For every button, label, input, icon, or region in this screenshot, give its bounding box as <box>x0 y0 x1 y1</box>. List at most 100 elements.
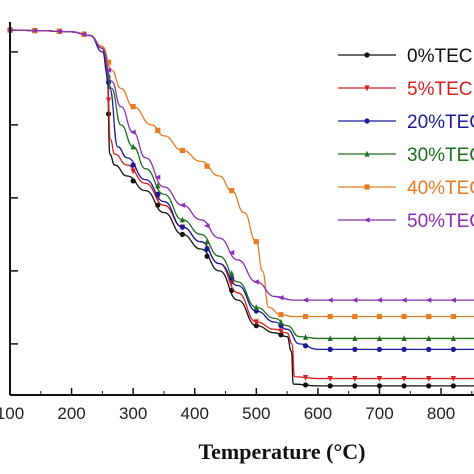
data-point <box>352 383 358 389</box>
data-point <box>376 297 383 303</box>
data-point <box>376 346 383 352</box>
data-point <box>302 297 309 303</box>
x-tick-label: 200 <box>57 404 85 423</box>
x-tick-label: 800 <box>427 404 455 423</box>
data-point <box>426 335 432 342</box>
data-point <box>352 346 358 352</box>
data-point <box>278 312 284 318</box>
data-point <box>450 346 456 352</box>
legend: 0%TEC 5%TEC 20%TEC 30%TEC 40%TEC 50%TEC <box>338 46 474 232</box>
legend-item: 20%TEC <box>338 112 474 133</box>
data-point <box>130 104 136 110</box>
series-line <box>9 29 474 301</box>
legend-label: 30%TEC <box>407 145 474 166</box>
data-point <box>204 253 210 259</box>
x-axis-title: Temperature (°C) <box>198 439 365 464</box>
series-group <box>6 26 474 389</box>
series-line <box>9 29 474 318</box>
data-point <box>253 323 259 329</box>
data-point <box>204 238 210 245</box>
data-point <box>302 313 309 320</box>
data-point <box>401 383 407 389</box>
data-point <box>179 231 186 237</box>
data-point <box>376 313 383 320</box>
data-point <box>327 335 333 342</box>
legend-label: 5%TEC <box>407 79 472 100</box>
data-point <box>278 318 284 325</box>
x-tick-label: 500 <box>242 404 270 423</box>
data-point <box>129 129 136 135</box>
data-point <box>130 143 136 150</box>
data-point <box>278 332 284 338</box>
data-point <box>400 297 407 303</box>
data-point <box>450 313 456 320</box>
legend-item: 40%TEC <box>338 178 474 199</box>
data-point <box>302 382 309 388</box>
x-tick-label: 400 <box>181 404 209 423</box>
data-point <box>130 178 136 184</box>
data-point <box>450 375 456 382</box>
data-point <box>425 297 432 303</box>
legend-item: 5%TEC <box>338 79 472 100</box>
data-point <box>228 250 235 256</box>
data-point <box>401 346 407 352</box>
data-point <box>363 217 370 223</box>
data-point <box>327 313 333 320</box>
data-point <box>229 188 235 194</box>
data-point <box>179 147 186 154</box>
data-point <box>450 383 456 389</box>
series-4 <box>7 27 474 320</box>
data-point <box>179 216 186 223</box>
data-point <box>253 304 259 310</box>
data-point <box>327 297 333 303</box>
data-point <box>351 297 358 303</box>
legend-label: 20%TEC <box>407 112 474 133</box>
data-point <box>155 202 161 208</box>
x-tick-label: 100 <box>0 404 24 423</box>
data-point <box>253 319 259 326</box>
data-point <box>426 383 432 389</box>
series-5 <box>6 27 474 303</box>
data-point <box>302 375 309 381</box>
data-point <box>179 224 186 230</box>
data-point <box>105 97 112 104</box>
data-point <box>426 346 432 352</box>
data-point <box>376 335 383 342</box>
data-point <box>105 67 112 73</box>
data-point <box>327 346 333 352</box>
data-point <box>278 328 284 335</box>
legend-item: 0%TEC <box>338 46 472 67</box>
data-point <box>364 184 370 190</box>
data-point <box>253 279 259 285</box>
x-tick-label: 300 <box>119 404 147 423</box>
legend-label: 50%TEC <box>407 211 474 232</box>
series-2 <box>7 27 474 352</box>
data-point <box>154 174 161 180</box>
data-point <box>352 375 358 382</box>
data-point <box>376 383 383 389</box>
data-point <box>277 295 284 301</box>
data-point <box>204 163 210 169</box>
data-point <box>31 27 38 34</box>
data-point <box>155 182 161 189</box>
series-line <box>9 29 474 380</box>
data-point <box>327 383 333 389</box>
data-point <box>352 335 358 342</box>
data-point <box>401 335 407 342</box>
data-point <box>229 270 235 276</box>
data-point <box>364 150 370 157</box>
x-tick-label: 600 <box>304 404 332 423</box>
data-point <box>302 343 309 349</box>
data-point <box>204 246 210 252</box>
data-point <box>56 28 62 34</box>
data-point <box>253 239 259 245</box>
data-point <box>364 118 370 124</box>
series-line <box>9 29 474 351</box>
x-tick-label: 700 <box>365 404 393 423</box>
legend-label: 40%TEC <box>407 178 474 199</box>
data-point <box>203 223 210 229</box>
data-point <box>155 127 161 133</box>
legend-label: 0%TEC <box>407 46 472 67</box>
data-point <box>376 375 383 382</box>
